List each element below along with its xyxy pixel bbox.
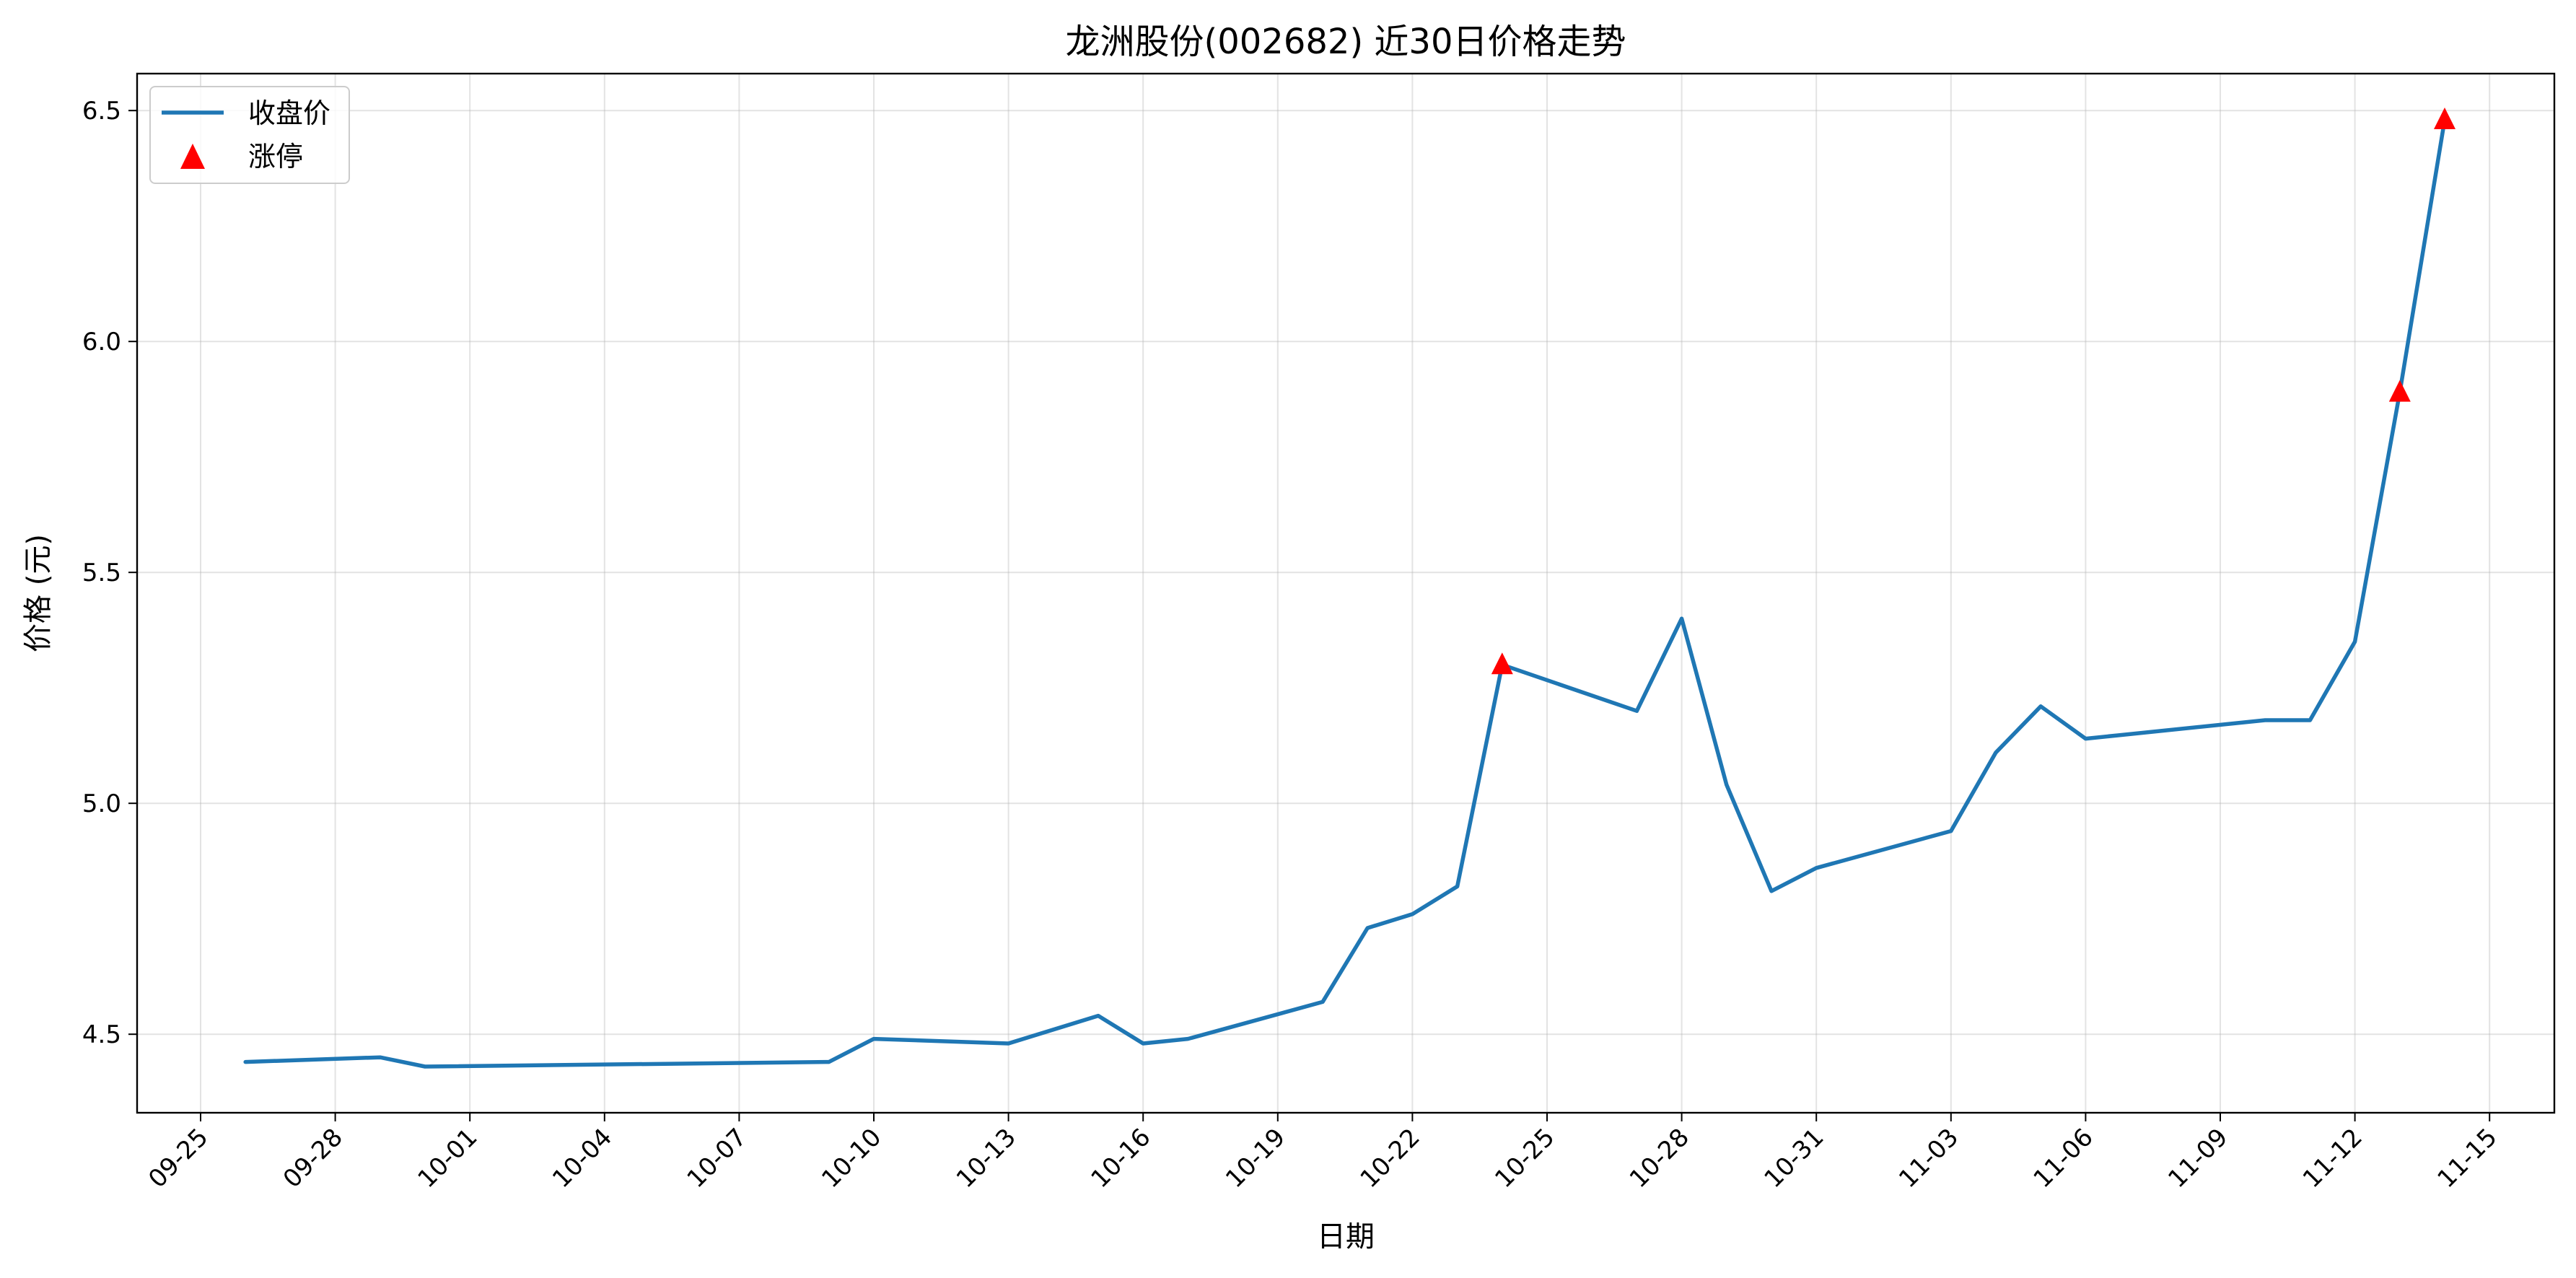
x-axis-label: 日期 (1317, 1220, 1375, 1253)
y-tick-label: 5.0 (82, 789, 121, 818)
legend-label-close: 收盘价 (248, 97, 330, 129)
y-tick-label: 6.5 (82, 97, 121, 126)
legend: 收盘价 涨停 (150, 87, 349, 183)
y-tick-label: 6.0 (82, 328, 121, 356)
y-tick-label: 4.5 (82, 1020, 121, 1049)
y-axis-label: 价格 (元) (22, 534, 55, 652)
y-tick-label: 5.5 (82, 559, 121, 587)
chart-title: 龙洲股份(002682) 近30日价格走势 (1065, 22, 1626, 62)
legend-label-limit-up: 涨停 (248, 141, 303, 172)
